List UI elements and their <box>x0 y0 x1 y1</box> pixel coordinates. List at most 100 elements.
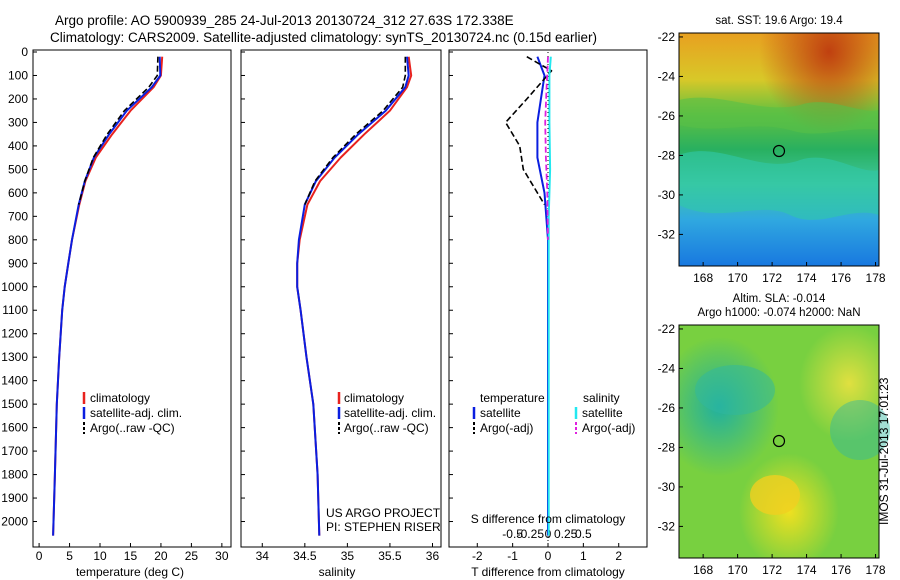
depth-tick-label: 200 <box>8 92 28 106</box>
argo-location-marker-2 <box>772 434 786 448</box>
depth-tick-label: 300 <box>8 115 28 129</box>
map-x-tick-label: 172 <box>762 563 782 577</box>
depth-tick-label: 800 <box>8 233 28 247</box>
legend-argo: Argo(..raw -QC) <box>90 421 175 435</box>
x-tick-label: 1 <box>580 549 587 563</box>
x-tick-label: 34.5 <box>293 549 317 563</box>
series-line <box>52 56 164 536</box>
x-tick-label: 5 <box>66 549 73 563</box>
map-x-tick-label: 168 <box>693 563 713 577</box>
map-y-tick-label: -26 <box>658 109 676 123</box>
legend-s-argo: Argo(-adj) <box>582 421 635 435</box>
legend-satellite-adj: satellite-adj. clim. <box>90 406 182 420</box>
map-y-tick-label: -24 <box>658 69 676 83</box>
sdiff-top-ticks: -0.5-0.25 0 0.250.5 <box>502 527 592 541</box>
legend-satellite-adj-2: satellite-adj. clim. <box>344 406 436 420</box>
x-tick-label: 2 <box>615 549 622 563</box>
x-tick-label: -2 <box>472 549 483 563</box>
sla-map-title-1: Altim. SLA: -0.014 <box>733 293 826 305</box>
argo-location-marker <box>772 144 786 158</box>
sdiff-tick-label: 0.5 <box>575 527 592 541</box>
map-y-tick-label: -26 <box>658 401 676 415</box>
depth-tick-label: 600 <box>8 186 28 200</box>
series-line <box>536 56 549 536</box>
x-tick-label: 35 <box>341 549 355 563</box>
series-line <box>52 56 162 536</box>
legend-salinity-title: salinity <box>583 391 620 405</box>
map-x-tick-label: 170 <box>728 271 748 285</box>
series-line <box>544 56 549 240</box>
x-tick-label: 15 <box>124 549 138 563</box>
depth-tick-label: 1700 <box>1 444 28 458</box>
series-line <box>77 56 159 205</box>
depth-tick-label: 1100 <box>2 303 28 317</box>
map-x-tick-label: 174 <box>797 271 817 285</box>
depth-tick-label: 1500 <box>1 397 28 411</box>
sdiff-label: S difference from climatology <box>471 512 626 526</box>
depth-tick-label: 1000 <box>1 280 28 294</box>
legend-t-satellite: satellite <box>480 406 521 420</box>
map-x-tick-label: 172 <box>762 271 782 285</box>
series-line <box>547 56 552 536</box>
difference-legend: temperature salinity satellite Argo(-adj… <box>472 391 635 435</box>
depth-tick-label: 700 <box>8 209 28 223</box>
map-x-tick-label: 178 <box>866 563 886 577</box>
map-y-tick-label: -28 <box>658 148 676 162</box>
series-line <box>296 56 410 536</box>
salinity-legend: climatology satellite-adj. clim. Argo(..… <box>326 391 441 534</box>
map-x-tick-label: 168 <box>693 271 713 285</box>
sla-map-title-2: Argo h1000: -0.074 h2000: NaN <box>697 307 860 319</box>
map-y-tick-label: -22 <box>658 30 676 44</box>
depth-tick-label: 2000 <box>1 515 28 529</box>
map-x-tick-label: 174 <box>797 563 817 577</box>
x-tick-label: 30 <box>215 549 229 563</box>
x-tick-label: 0 <box>36 549 43 563</box>
temperature-legend: climatology satellite-adj. clim. Argo(..… <box>82 391 182 435</box>
temperature-xlabel: temperature (deg C) <box>76 565 184 579</box>
depth-tick-label: 1200 <box>1 327 28 341</box>
legend-s-satellite: satellite <box>582 406 623 420</box>
sdiff-tick-label: -0.5 <box>502 527 523 541</box>
depth-tick-label: 1900 <box>1 491 28 505</box>
map-y-tick-label: -24 <box>658 361 676 375</box>
map-y-tick-label: -32 <box>658 227 676 241</box>
map-x-tick-label: 178 <box>866 271 886 285</box>
map-y-tick-label: -22 <box>658 322 676 336</box>
map-y-tick-label: -32 <box>658 519 676 533</box>
sla-map: Altim. SLA: -0.014 Argo h1000: -0.074 h2… <box>658 293 890 577</box>
sdiff-tick-label: -0.25 <box>517 527 545 541</box>
tdiff-xticks: -2 -1 0 1 2 <box>472 543 622 563</box>
sst-map-title: sat. SST: 19.6 Argo: 19.4 <box>715 15 843 27</box>
depth-tick-label: 400 <box>8 139 28 153</box>
x-tick-label: 35.5 <box>378 549 402 563</box>
series-line <box>296 56 413 536</box>
legend-climatology-2: climatology <box>344 391 404 405</box>
x-tick-label: 20 <box>154 549 168 563</box>
series-line <box>504 56 553 206</box>
x-tick-label: -1 <box>507 549 518 563</box>
depth-tick-label: 1600 <box>1 421 28 435</box>
tdiff-xlabel: T difference from climatology <box>471 565 625 579</box>
credit-project: US ARGO PROJECT <box>326 506 441 520</box>
map-y-tick-label: -30 <box>658 480 676 494</box>
map-x-tick-label: 176 <box>831 563 851 577</box>
map-x-tick-label: 170 <box>728 563 748 577</box>
legend-temperature-title: temperature <box>480 391 545 405</box>
depth-tick-label: 100 <box>8 68 28 82</box>
map-y-tick-label: -28 <box>658 440 676 454</box>
depth-axis-labels: 0 100 200 300 400 500 600 700 800 900 1000 1100 1200… <box>1 45 453 529</box>
x-tick-label: 10 <box>93 549 107 563</box>
legend-climatology: climatology <box>90 391 150 405</box>
salinity-panel-frame <box>240 49 442 548</box>
depth-tick-label: 900 <box>8 256 28 270</box>
legend-argo-2: Argo(..raw -QC) <box>344 421 429 435</box>
depth-tick-label: 1400 <box>1 374 28 388</box>
salinity-xlabel: salinity <box>319 565 356 579</box>
series-line <box>304 56 407 205</box>
legend-t-argo: Argo(-adj) <box>480 421 533 435</box>
x-tick-label: 36 <box>426 549 440 563</box>
sst-map: sat. SST: 19.6 Argo: 19.4 -22 -24 -26 -28 -3… <box>658 15 886 285</box>
salinity-profiles <box>296 56 413 536</box>
map-x-tick-label: 176 <box>831 271 851 285</box>
